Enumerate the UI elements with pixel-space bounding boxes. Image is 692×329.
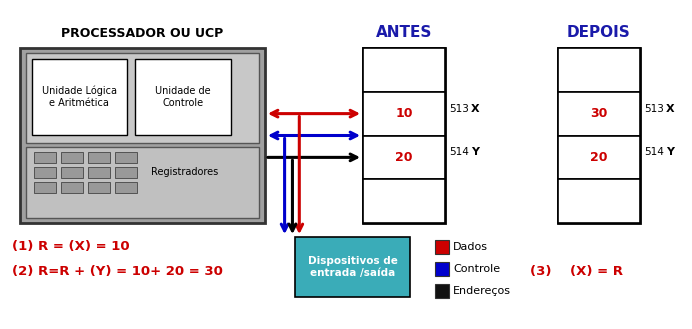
- Bar: [558, 179, 640, 223]
- Text: 513: 513: [644, 104, 664, 114]
- Text: Y: Y: [471, 147, 479, 157]
- Bar: [26, 147, 259, 218]
- Bar: [61, 152, 83, 163]
- Text: Registradores: Registradores: [152, 167, 219, 177]
- Text: 20: 20: [590, 151, 608, 164]
- Bar: [88, 182, 110, 193]
- Bar: [363, 48, 445, 92]
- Text: (1) R = (X) = 10: (1) R = (X) = 10: [12, 240, 129, 253]
- Bar: [363, 136, 445, 179]
- Bar: [32, 59, 127, 135]
- Bar: [115, 152, 137, 163]
- Bar: [295, 237, 410, 297]
- Bar: [435, 284, 449, 298]
- Bar: [26, 53, 259, 143]
- Text: 30: 30: [590, 107, 608, 120]
- Text: Unidade de
Controle: Unidade de Controle: [155, 86, 211, 108]
- Text: Controle: Controle: [453, 264, 500, 274]
- Bar: [135, 59, 231, 135]
- Text: Unidade Lógica
e Aritmética: Unidade Lógica e Aritmética: [42, 86, 116, 108]
- Text: (3)    (X) = R: (3) (X) = R: [530, 265, 623, 278]
- Bar: [88, 152, 110, 163]
- Text: ANTES: ANTES: [376, 25, 432, 40]
- Text: Y: Y: [666, 147, 674, 157]
- Text: Endereços: Endereços: [453, 286, 511, 296]
- Bar: [34, 182, 56, 193]
- Text: (2) R=R + (Y) = 10+ 20 = 30: (2) R=R + (Y) = 10+ 20 = 30: [12, 265, 223, 278]
- Bar: [363, 179, 445, 223]
- Bar: [20, 48, 265, 223]
- Text: 514: 514: [644, 147, 664, 157]
- Bar: [88, 167, 110, 178]
- Text: DEPOIS: DEPOIS: [567, 25, 631, 40]
- Bar: [363, 48, 445, 223]
- Text: 10: 10: [395, 107, 412, 120]
- Bar: [558, 48, 640, 92]
- Bar: [558, 136, 640, 179]
- Text: Dispositivos de
entrada /saída: Dispositivos de entrada /saída: [307, 256, 397, 278]
- Text: PROCESSADOR OU UCP: PROCESSADOR OU UCP: [62, 27, 224, 40]
- Text: X: X: [666, 104, 675, 114]
- Text: Dados: Dados: [453, 242, 488, 252]
- Bar: [115, 167, 137, 178]
- Bar: [61, 182, 83, 193]
- Text: 513: 513: [449, 104, 469, 114]
- Bar: [435, 262, 449, 276]
- Text: 514: 514: [449, 147, 469, 157]
- Bar: [558, 48, 640, 223]
- Bar: [435, 240, 449, 254]
- Text: X: X: [471, 104, 480, 114]
- Text: 20: 20: [395, 151, 412, 164]
- Bar: [115, 182, 137, 193]
- Bar: [61, 167, 83, 178]
- Bar: [34, 152, 56, 163]
- Bar: [34, 167, 56, 178]
- Bar: [558, 92, 640, 136]
- Bar: [363, 92, 445, 136]
